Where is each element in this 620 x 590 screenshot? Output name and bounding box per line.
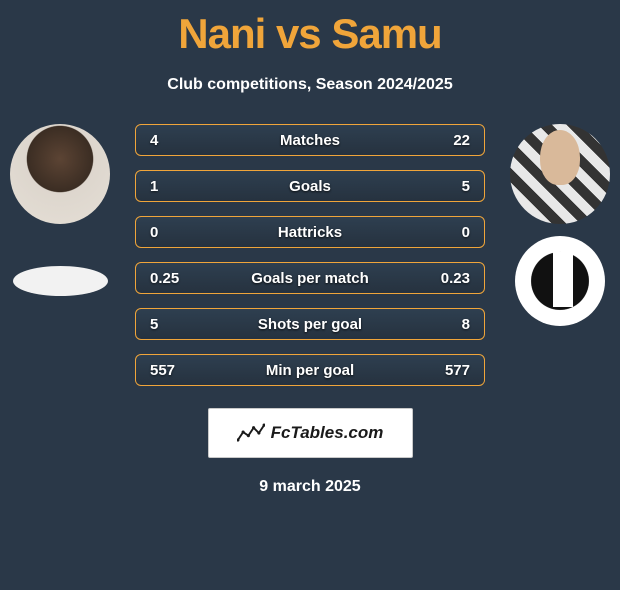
stat-label: Goals per match bbox=[251, 270, 369, 287]
stat-right-value: 0 bbox=[462, 224, 470, 241]
chart-icon bbox=[237, 422, 265, 444]
stat-row: 1 Goals 5 bbox=[135, 170, 485, 202]
stat-right-value: 0.23 bbox=[441, 270, 470, 287]
stat-label: Goals bbox=[289, 178, 331, 195]
stat-right-value: 5 bbox=[462, 178, 470, 195]
stat-label: Min per goal bbox=[266, 362, 354, 379]
team-left-logo bbox=[13, 266, 108, 296]
stat-left-value: 0.25 bbox=[150, 270, 179, 287]
stat-left-value: 1 bbox=[150, 178, 158, 195]
comparison-panel: 4 Matches 22 1 Goals 5 0 Hattricks 0 0.2… bbox=[0, 124, 620, 496]
snapshot-date: 9 march 2025 bbox=[0, 478, 620, 496]
stat-left-value: 5 bbox=[150, 316, 158, 333]
stat-label: Hattricks bbox=[278, 224, 342, 241]
player-left-column bbox=[5, 124, 115, 296]
stat-right-value: 8 bbox=[462, 316, 470, 333]
season-subtitle: Club competitions, Season 2024/2025 bbox=[0, 76, 620, 94]
stat-left-value: 4 bbox=[150, 132, 158, 149]
stat-label: Matches bbox=[280, 132, 340, 149]
stat-left-value: 0 bbox=[150, 224, 158, 241]
source-badge: FcTables.com bbox=[208, 408, 413, 458]
stat-label: Shots per goal bbox=[258, 316, 362, 333]
player-right-column bbox=[505, 124, 615, 326]
stat-row: 557 Min per goal 577 bbox=[135, 354, 485, 386]
stat-right-value: 577 bbox=[445, 362, 470, 379]
player-left-photo bbox=[10, 124, 110, 224]
stat-row: 5 Shots per goal 8 bbox=[135, 308, 485, 340]
source-badge-text: FcTables.com bbox=[271, 423, 384, 443]
player-right-photo bbox=[510, 124, 610, 224]
stat-row: 4 Matches 22 bbox=[135, 124, 485, 156]
page-title: Nani vs Samu bbox=[0, 10, 620, 58]
stat-row: 0.25 Goals per match 0.23 bbox=[135, 262, 485, 294]
team-right-logo bbox=[515, 236, 605, 326]
stat-left-value: 557 bbox=[150, 362, 175, 379]
stat-row: 0 Hattricks 0 bbox=[135, 216, 485, 248]
stat-right-value: 22 bbox=[453, 132, 470, 149]
stats-list: 4 Matches 22 1 Goals 5 0 Hattricks 0 0.2… bbox=[135, 124, 485, 386]
